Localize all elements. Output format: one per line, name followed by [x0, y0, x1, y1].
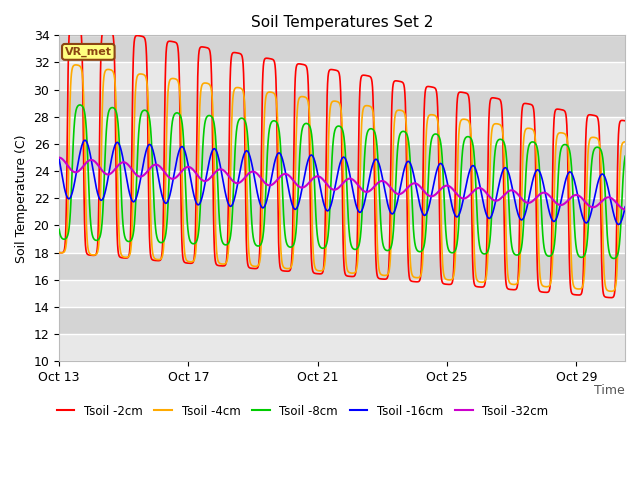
Tsoil -2cm: [112, 144, 120, 149]
Tsoil -2cm: [68, 22, 76, 27]
Tsoil -16cm: [267, 180, 275, 185]
Bar: [59, 198, 625, 226]
Tsoil -2cm: [369, 94, 377, 99]
Tsoil -4cm: [369, 109, 377, 115]
Bar: [59, 117, 625, 144]
Tsoil -32cm: [369, 185, 376, 191]
Line: Tsoil -8cm: Tsoil -8cm: [59, 105, 640, 258]
Tsoil -4cm: [72, 62, 79, 68]
Tsoil -8cm: [147, 128, 155, 134]
Text: VR_met: VR_met: [65, 47, 112, 57]
Line: Tsoil -4cm: Tsoil -4cm: [59, 65, 640, 293]
Tsoil -8cm: [563, 142, 570, 148]
Tsoil -2cm: [55, 250, 63, 255]
Tsoil -4cm: [637, 290, 640, 296]
Tsoil -2cm: [267, 56, 275, 61]
Tsoil -2cm: [637, 297, 640, 303]
Bar: [59, 36, 625, 62]
Tsoil -16cm: [369, 161, 377, 167]
Tsoil -32cm: [147, 165, 154, 170]
Bar: [59, 334, 625, 361]
Line: Tsoil -2cm: Tsoil -2cm: [59, 24, 640, 300]
Tsoil -16cm: [614, 222, 622, 228]
Tsoil -8cm: [76, 102, 84, 108]
Tsoil -4cm: [563, 132, 570, 138]
Bar: [59, 90, 625, 117]
Tsoil -4cm: [112, 93, 120, 99]
Tsoil -4cm: [55, 250, 63, 255]
Tsoil -8cm: [369, 127, 377, 132]
Tsoil -4cm: [267, 89, 275, 95]
Bar: [59, 171, 625, 198]
Tsoil -8cm: [267, 121, 275, 127]
Tsoil -16cm: [563, 176, 570, 181]
Bar: [59, 280, 625, 307]
Legend: Tsoil -2cm, Tsoil -4cm, Tsoil -8cm, Tsoil -16cm, Tsoil -32cm: Tsoil -2cm, Tsoil -4cm, Tsoil -8cm, Tsoi…: [52, 400, 553, 422]
Tsoil -8cm: [637, 249, 640, 254]
Line: Tsoil -16cm: Tsoil -16cm: [59, 140, 640, 225]
Tsoil -32cm: [266, 182, 274, 188]
Tsoil -16cm: [81, 137, 89, 143]
Tsoil -8cm: [112, 108, 120, 114]
Y-axis label: Soil Temperature (C): Soil Temperature (C): [15, 134, 28, 263]
Tsoil -4cm: [147, 216, 155, 222]
Tsoil -2cm: [563, 113, 570, 119]
Tsoil -16cm: [112, 141, 120, 146]
Tsoil -2cm: [184, 260, 192, 266]
Tsoil -16cm: [184, 163, 192, 169]
Tsoil -4cm: [184, 259, 192, 264]
Tsoil -8cm: [55, 227, 63, 232]
Tsoil -16cm: [637, 191, 640, 196]
Tsoil -32cm: [621, 206, 629, 212]
Tsoil -32cm: [55, 155, 63, 160]
Bar: [59, 226, 625, 252]
Tsoil -32cm: [637, 197, 640, 203]
Tsoil -8cm: [184, 230, 192, 236]
Tsoil -16cm: [55, 156, 63, 162]
Tsoil -16cm: [147, 143, 155, 148]
Bar: [59, 62, 625, 90]
Bar: [59, 144, 625, 171]
Tsoil -32cm: [562, 200, 570, 205]
Tsoil -32cm: [112, 166, 120, 171]
Bar: [59, 252, 625, 280]
Tsoil -8cm: [610, 255, 618, 261]
Tsoil -2cm: [147, 253, 155, 259]
Line: Tsoil -32cm: Tsoil -32cm: [59, 157, 640, 209]
Text: Time: Time: [595, 384, 625, 397]
Bar: [59, 307, 625, 334]
Tsoil -32cm: [184, 164, 192, 170]
Title: Soil Temperatures Set 2: Soil Temperatures Set 2: [251, 15, 433, 30]
